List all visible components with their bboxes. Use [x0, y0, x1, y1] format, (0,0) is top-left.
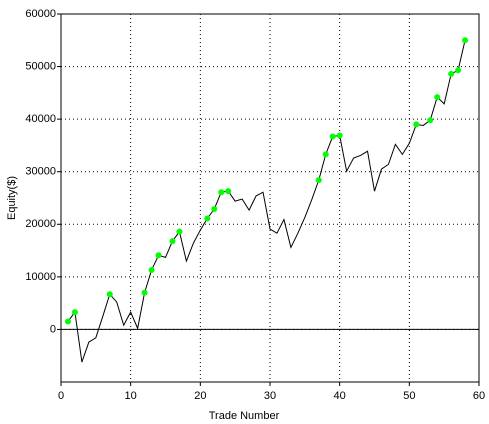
marker	[176, 228, 183, 235]
marker	[448, 70, 455, 77]
marker	[211, 206, 218, 213]
marker	[106, 291, 113, 298]
marker	[336, 132, 343, 139]
marker	[141, 289, 148, 296]
marker	[155, 252, 162, 259]
y-axis-label: Equity($)	[6, 176, 18, 220]
x-axis-label: Trade Number	[209, 410, 280, 422]
y-tick-label: 30000	[25, 166, 56, 178]
marker	[225, 188, 232, 195]
x-tick-label: 30	[264, 390, 276, 402]
marker	[462, 37, 469, 44]
y-tick-label: 10000	[25, 271, 56, 283]
equity-line	[67, 40, 466, 363]
marker	[455, 67, 462, 74]
marker	[64, 318, 71, 325]
marker	[413, 121, 420, 128]
x-tick-label: 10	[125, 390, 137, 402]
y-tick-label: 20000	[25, 218, 56, 230]
y-tick-label: 0	[50, 323, 56, 335]
x-tick-label: 20	[194, 390, 206, 402]
y-tick-label: 40000	[25, 113, 56, 125]
y-tick-label: 60000	[25, 8, 56, 20]
x-tick-label: 50	[403, 390, 415, 402]
marker	[148, 267, 155, 274]
marker	[434, 94, 441, 101]
marker	[427, 117, 434, 124]
x-tick-label: 40	[334, 390, 346, 402]
marker	[204, 215, 211, 222]
marker	[322, 151, 329, 158]
marker	[169, 238, 176, 245]
marker	[329, 133, 336, 140]
x-tick-label: 60	[473, 390, 485, 402]
marker	[315, 177, 322, 184]
marker	[71, 309, 78, 316]
x-tick-label: 0	[58, 390, 64, 402]
y-tick-label: 50000	[25, 60, 56, 72]
marker	[218, 189, 225, 196]
